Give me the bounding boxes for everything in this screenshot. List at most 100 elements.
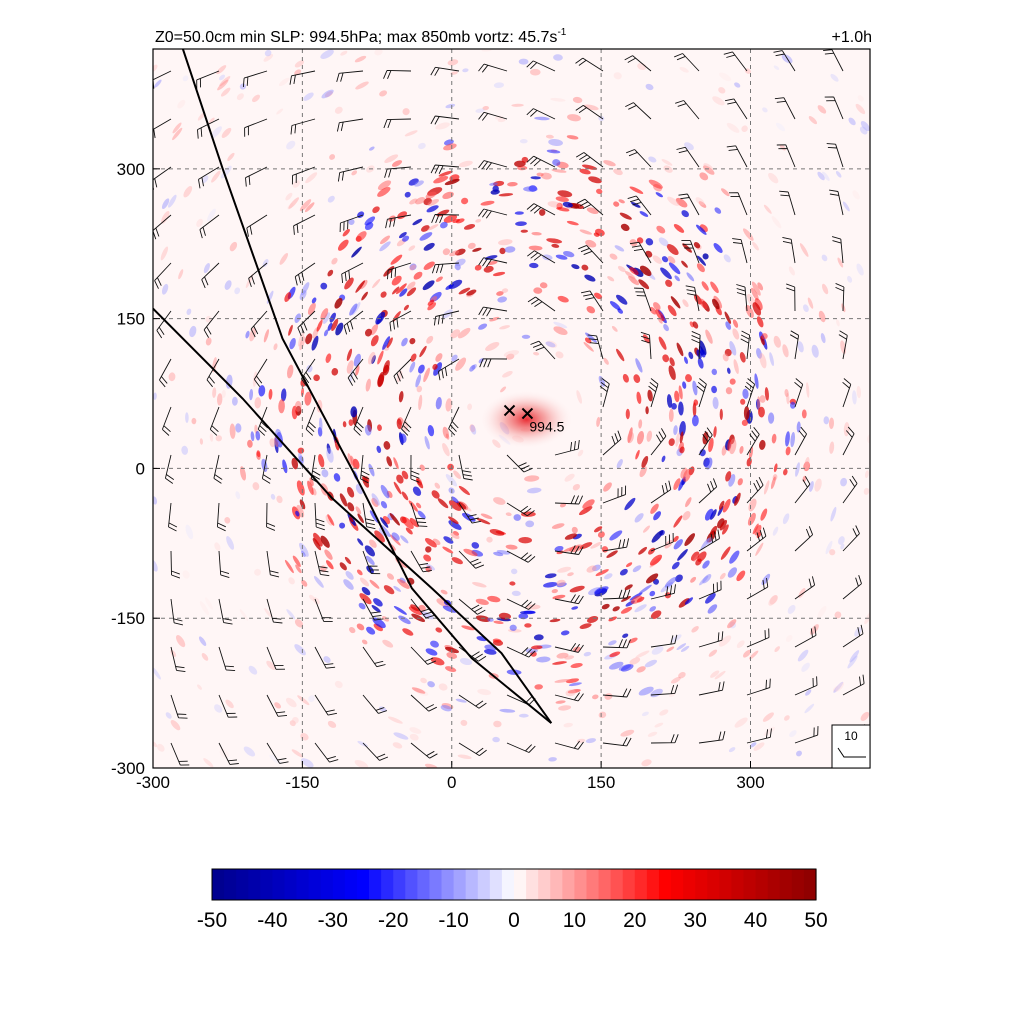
- vorticity-cell: [239, 466, 247, 481]
- wind-barb: [842, 378, 852, 408]
- vorticity-cell: [273, 343, 278, 351]
- vorticity-cell: [638, 686, 654, 696]
- vorticity-cell: [722, 524, 729, 535]
- colorbar-tick-label: 30: [684, 909, 707, 932]
- vorticity-cell: [254, 397, 262, 409]
- wind-barb: [383, 118, 412, 129]
- vorticity-cell: [609, 530, 623, 541]
- wind-barb: [478, 111, 508, 121]
- vorticity-cell: [734, 717, 748, 728]
- vorticity-cell: [790, 432, 796, 448]
- vorticity-cell: [350, 455, 356, 469]
- wind-barb: [458, 454, 473, 481]
- vorticity-cell: [297, 695, 310, 706]
- vorticity-cell: [644, 659, 658, 668]
- vorticity-cell: [201, 175, 209, 184]
- vorticity-cell: [369, 539, 377, 548]
- vorticity-cell: [666, 646, 675, 652]
- vorticity-cell: [848, 117, 856, 126]
- vorticity-cell: [682, 381, 687, 389]
- reference-barb-label: 10: [844, 729, 858, 743]
- vorticity-cell: [555, 351, 564, 359]
- vorticity-cell: [699, 172, 709, 181]
- vorticity-cell: [654, 722, 664, 728]
- vorticity-cell: [775, 122, 786, 132]
- vorticity-cell: [355, 280, 366, 293]
- vorticity-cell: [335, 322, 344, 336]
- vorticity-cell: [764, 387, 769, 401]
- vorticity-cell: [295, 564, 302, 574]
- wind-barb: [341, 262, 364, 284]
- vorticity-cell: [620, 606, 633, 614]
- wind-barb: [294, 262, 316, 286]
- wind-barb: [410, 502, 428, 527]
- vorticity-cell: [750, 287, 759, 301]
- wind-barb: [838, 330, 848, 360]
- vorticity-cell: [172, 122, 182, 134]
- wind-barb: [218, 694, 238, 718]
- vorticity-cell: [852, 190, 860, 200]
- wind-barb: [266, 646, 286, 670]
- vorticity-cell: [368, 146, 375, 151]
- vorticity-cell: [309, 594, 315, 601]
- vorticity-cell: [761, 333, 768, 340]
- wind-barb: [506, 550, 536, 563]
- vorticity-cell: [525, 520, 535, 528]
- wind-barb: [218, 742, 239, 765]
- vorticity-cell: [825, 540, 833, 555]
- vorticity-cell: [466, 289, 477, 296]
- vorticity-cell: [404, 191, 411, 198]
- x-tick-label: -300: [136, 773, 170, 792]
- vorticity-cell: [278, 77, 290, 87]
- vorticity-cell: [480, 513, 493, 520]
- vorticity-cell: [607, 276, 615, 282]
- vorticity-cell: [377, 180, 392, 191]
- vorticity-cell: [331, 257, 338, 265]
- vorticity-cell: [693, 554, 700, 562]
- vorticity-cell: [210, 126, 222, 139]
- vorticity-cell: [553, 326, 568, 335]
- vorticity-cell: [437, 498, 449, 509]
- wind-barb: [794, 476, 811, 504]
- vorticity-cell: [379, 706, 387, 712]
- vorticity-cell: [530, 68, 541, 76]
- vorticity-cell: [357, 513, 364, 524]
- vorticity-cell: [432, 363, 438, 370]
- vorticity-cell: [601, 603, 610, 610]
- vorticity-cell: [696, 263, 705, 273]
- vorticity-cell: [492, 271, 506, 277]
- vorticity-cell: [533, 634, 544, 641]
- vorticity-cell: [638, 584, 652, 594]
- vorticity-cell: [718, 500, 725, 510]
- vorticity-cell: [608, 616, 617, 622]
- vorticity-cell: [649, 554, 663, 566]
- vorticity-cell: [374, 49, 383, 56]
- wind-barb: [301, 358, 316, 387]
- vorticity-cell: [355, 365, 360, 376]
- vorticity-cell: [669, 357, 675, 367]
- wind-barb: [685, 285, 700, 312]
- colorbar-cell: [501, 869, 515, 900]
- wind-barb: [581, 290, 604, 312]
- vorticity-cell: [372, 278, 381, 289]
- vorticity-cell: [653, 302, 661, 311]
- vorticity-cell: [463, 224, 476, 230]
- wind-barb: [530, 340, 556, 360]
- vorticity-cell: [729, 341, 737, 356]
- vorticity-cell: [191, 417, 197, 425]
- vorticity-cell: [684, 356, 688, 364]
- wind-barb: [458, 598, 486, 615]
- vorticity-cell: [301, 282, 310, 296]
- wind-barb: [648, 378, 659, 408]
- vorticity-cell: [593, 526, 603, 533]
- vorticity-cell: [474, 264, 482, 271]
- vorticity-cell: [216, 65, 227, 75]
- reference-barb-icon: [837, 747, 866, 758]
- vorticity-cell: [509, 581, 516, 586]
- wind-barb: [794, 676, 818, 696]
- vorticity-cell: [380, 517, 389, 528]
- wind-barb: [698, 580, 722, 600]
- vorticity-cell: [670, 296, 681, 309]
- vorticity-cell: [249, 327, 257, 342]
- wind-barb: [575, 105, 604, 120]
